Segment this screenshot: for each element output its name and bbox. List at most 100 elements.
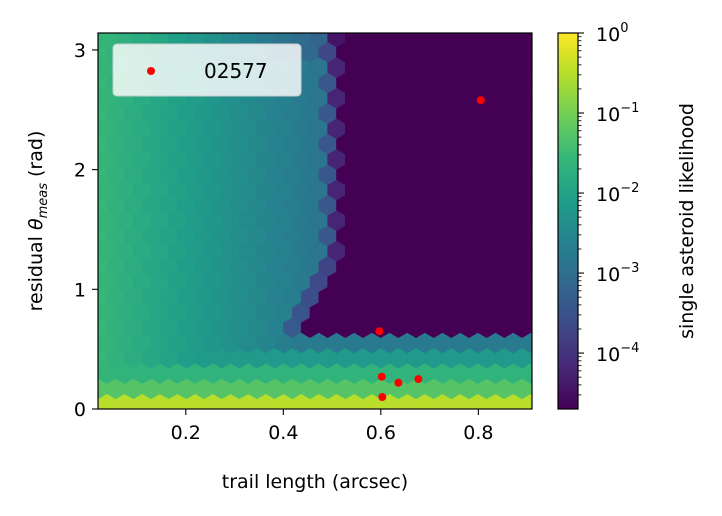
hex-cell xyxy=(531,409,549,429)
y-tick-label: 0 xyxy=(74,399,86,421)
colorbar-frame xyxy=(557,32,579,410)
scatter-points xyxy=(375,96,485,401)
hex-cell xyxy=(132,408,134,409)
hex-cell xyxy=(540,57,558,77)
hex-cell xyxy=(89,11,107,31)
x-tick-label: 0.6 xyxy=(366,422,396,444)
colorbar-label: single asteroid likelihood xyxy=(676,103,698,339)
hex-cell xyxy=(327,408,329,409)
hex-cell xyxy=(530,229,532,242)
hex-cell xyxy=(98,214,99,226)
data-point xyxy=(414,375,423,384)
hex-cell xyxy=(540,333,558,353)
hex-cell xyxy=(530,198,532,212)
hex-cell xyxy=(540,27,558,47)
hex-cell xyxy=(540,363,558,383)
data-point xyxy=(375,327,384,336)
x-tick-label: 0.4 xyxy=(268,422,298,444)
legend-marker xyxy=(147,67,155,75)
hex-cell xyxy=(397,33,417,48)
hex-cell xyxy=(530,321,532,334)
y-tick-label: 1 xyxy=(74,279,86,301)
hex-cell xyxy=(530,290,532,303)
hex-cell xyxy=(231,11,249,31)
hex-cell xyxy=(344,33,364,48)
hex-cell xyxy=(309,33,329,48)
hex-cell xyxy=(98,245,99,257)
hex-cell xyxy=(142,11,160,31)
hex-cell xyxy=(478,11,496,31)
hex-cell xyxy=(372,11,390,31)
hex-cell xyxy=(521,33,532,48)
hex-cell xyxy=(540,180,558,200)
hex-cell xyxy=(407,11,425,31)
hex-cell xyxy=(248,11,266,31)
hex-cell xyxy=(150,408,152,409)
hex-cell xyxy=(513,11,531,31)
hex-cell xyxy=(72,225,90,245)
hex-cell xyxy=(530,76,532,89)
hex-cell xyxy=(160,11,178,31)
hex-cell xyxy=(443,11,461,31)
hex-cell xyxy=(213,11,231,31)
hex-cell xyxy=(319,11,337,31)
plot-frame xyxy=(97,32,533,410)
data-point xyxy=(476,96,485,105)
hex-cell xyxy=(496,11,514,31)
hex-cell xyxy=(390,11,408,31)
hex-cell xyxy=(530,260,532,273)
y-axis-label: residual θmeas (rad) xyxy=(25,131,51,312)
colorbar-tick-label: 10−2 xyxy=(596,181,639,206)
hex-cell xyxy=(540,149,558,169)
hex-cell xyxy=(98,337,99,349)
hex-cell xyxy=(221,408,223,409)
data-point xyxy=(394,378,403,387)
hex-cell xyxy=(309,408,311,409)
hex-cell xyxy=(98,367,99,379)
x-tick-label: 0.2 xyxy=(171,422,201,444)
hex-cell xyxy=(540,302,558,322)
hex-cell xyxy=(530,137,532,150)
hex-cell xyxy=(98,33,116,48)
hex-cell xyxy=(115,408,117,409)
hex-cell xyxy=(72,256,90,276)
hex-cell xyxy=(72,195,90,215)
colorbar: 100 10−1 10−2 10−3 10−4 single asteroid like… xyxy=(557,21,698,410)
hex-cell xyxy=(362,33,382,48)
hex-cell xyxy=(107,11,125,31)
colorbar-tick-label: 100 xyxy=(596,21,628,46)
hex-cell xyxy=(72,103,90,123)
hex-cell xyxy=(125,11,143,31)
legend-label: 02577 xyxy=(204,59,268,83)
hex-cell xyxy=(72,348,90,368)
hex-cell xyxy=(433,408,435,409)
hex-cell xyxy=(380,33,399,48)
colorbar-tick-label: 10−4 xyxy=(596,341,639,366)
hex-cell xyxy=(450,408,452,409)
hex-cell xyxy=(266,11,284,31)
hex-cell xyxy=(72,378,90,398)
legend: 02577 xyxy=(112,43,302,97)
y-axis-ticks: 0 1 2 3 xyxy=(74,40,98,421)
hex-cell xyxy=(72,72,90,92)
hex-cell xyxy=(460,11,478,31)
hex-cell xyxy=(530,45,532,59)
hex-cell xyxy=(425,11,443,31)
data-point xyxy=(378,393,387,401)
hex-cell xyxy=(415,33,435,48)
hex-cell xyxy=(98,92,99,104)
y-tick-label: 3 xyxy=(74,40,86,62)
legend-box xyxy=(112,43,302,97)
hex-cell xyxy=(540,394,558,414)
hex-cell xyxy=(468,33,488,48)
colorbar-ticks: 100 10−1 10−2 10−3 10−4 xyxy=(578,21,639,396)
hex-cell xyxy=(72,11,90,31)
hex-cell xyxy=(72,317,90,337)
hex-cell xyxy=(450,33,470,48)
hex-cell xyxy=(238,408,240,409)
hex-cell xyxy=(301,11,319,31)
hex-cell xyxy=(72,134,90,154)
hex-cell xyxy=(521,408,523,409)
hex-cell xyxy=(344,408,346,409)
